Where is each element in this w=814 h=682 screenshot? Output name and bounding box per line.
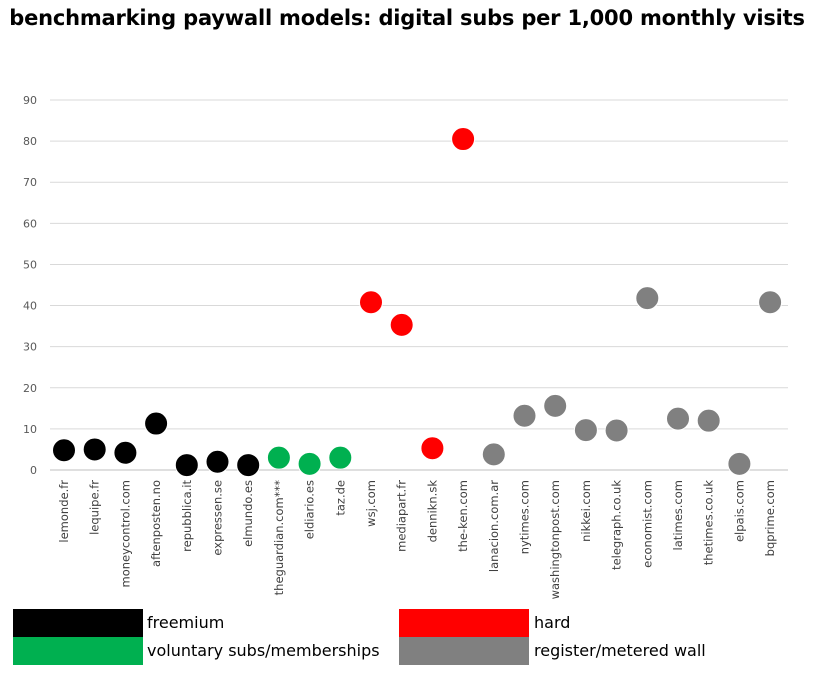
x-tick-label: telegraph.co.uk xyxy=(610,480,624,570)
y-tick-label: 20 xyxy=(23,382,37,395)
legend-swatch-freemium xyxy=(13,609,143,637)
x-tick-label: mediapart.fr xyxy=(395,480,409,552)
y-tick-label: 0 xyxy=(30,464,37,477)
x-tick-label: nikkei.com xyxy=(579,480,593,542)
y-tick-label: 10 xyxy=(23,423,37,436)
x-tick-label: theguardian.com*** xyxy=(272,480,286,596)
x-tick-label: elpais.com xyxy=(732,480,746,542)
legend-label-voluntary: voluntary subs/memberships xyxy=(147,641,380,660)
legend-swatch-voluntary xyxy=(13,637,143,665)
x-tick-label: washingtonpost.com xyxy=(548,480,562,599)
data-point-dennikn.sk xyxy=(420,436,445,461)
legend-swatch-metered xyxy=(399,637,529,665)
data-point-economist.com xyxy=(635,286,660,311)
legend-label-metered: register/metered wall xyxy=(534,641,706,660)
y-tick-label: 40 xyxy=(23,300,37,313)
data-point-taz.de xyxy=(328,445,353,470)
data-point-eldiario.es xyxy=(297,451,322,476)
data-point-telegraph.co.uk xyxy=(604,418,629,443)
data-point-the-ken.com xyxy=(451,127,476,152)
y-tick-label: 60 xyxy=(23,217,37,230)
x-tick-label: bqprime.com xyxy=(763,480,777,556)
data-point-expressen.se xyxy=(205,449,230,474)
data-point-lemonde.fr xyxy=(52,438,76,463)
x-tick-label: the-ken.com xyxy=(456,480,470,552)
x-tick-label: nytimes.com xyxy=(518,480,532,554)
x-tick-label: repubblica.it xyxy=(180,480,194,552)
legend-swatch-hard xyxy=(399,609,529,637)
scatter-chart: 0 10 20 30 40 50 60 70 80 90 lemonde.fr lequipe.fr… xyxy=(23,94,788,600)
data-point-theguardian.com*** xyxy=(266,445,291,470)
x-tick-label: moneycontrol.com xyxy=(118,480,132,588)
data-point-mediapart.fr xyxy=(389,312,414,337)
data-point-moneycontrol.com xyxy=(113,440,138,465)
x-tick-label: economist.com xyxy=(640,480,654,568)
data-point-repubblica.it xyxy=(174,453,199,478)
data-points xyxy=(52,127,783,478)
x-tick-label: thetimes.co.uk xyxy=(702,480,716,566)
data-point-nytimes.com xyxy=(512,403,537,428)
x-tick-label: taz.de xyxy=(333,480,347,516)
x-tick-label: lequipe.fr xyxy=(88,480,102,535)
x-tick-label: eldiario.es xyxy=(303,480,317,539)
y-tick-label: 70 xyxy=(23,176,37,189)
y-tick-label: 30 xyxy=(23,341,37,354)
data-point-elmundo.es xyxy=(236,453,261,478)
y-tick-label: 90 xyxy=(23,94,37,107)
x-tick-label: elmundo.es xyxy=(241,480,255,547)
x-tick-label: lemonde.fr xyxy=(57,480,71,543)
legend-label-hard: hard xyxy=(534,613,571,632)
data-point-wsj.com xyxy=(359,290,383,315)
data-point-latimes.com xyxy=(666,406,690,431)
y-axis-ticks: 0 10 20 30 40 50 60 70 80 90 xyxy=(23,94,37,477)
x-tick-label: lanacion.com.ar xyxy=(487,480,501,572)
x-tick-label: latimes.com xyxy=(671,480,685,550)
y-tick-label: 50 xyxy=(23,258,37,271)
data-point-lequipe.fr xyxy=(82,437,107,462)
data-point-bqprime.com xyxy=(758,290,783,315)
legend-label-freemium: freemium xyxy=(147,613,225,632)
data-point-nikkei.com xyxy=(573,418,598,443)
x-tick-label: wsj.com xyxy=(364,480,378,527)
chart-title: benchmarking paywall models: digital sub… xyxy=(9,6,805,30)
gridlines xyxy=(50,99,788,471)
data-point-aftenposten.no xyxy=(144,411,169,436)
data-point-washingtonpost.com xyxy=(543,393,568,418)
x-tick-label: aftenposten.no xyxy=(149,480,163,567)
x-axis-ticks: lemonde.fr lequipe.fr moneycontrol.com afte… xyxy=(57,480,777,600)
data-point-elpais.com xyxy=(727,451,752,476)
y-tick-label: 80 xyxy=(23,135,37,148)
data-point-lanacion.com.ar xyxy=(481,442,506,467)
x-tick-label: dennikn.sk xyxy=(425,480,439,543)
data-point-thetimes.co.uk xyxy=(696,408,721,433)
x-tick-label: expressen.se xyxy=(211,480,225,556)
